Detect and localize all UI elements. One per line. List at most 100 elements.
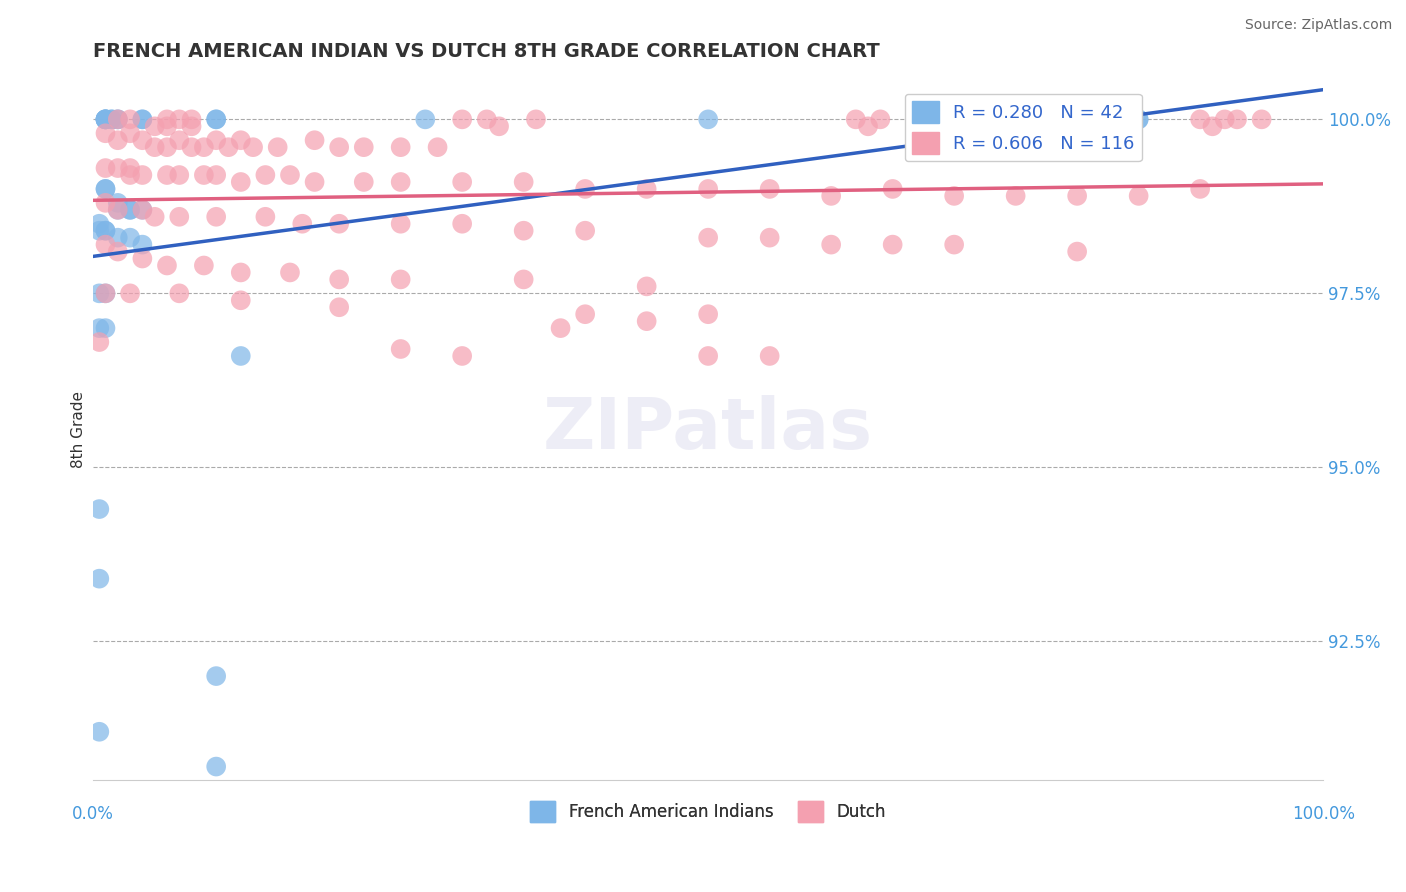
Point xyxy=(94,112,117,127)
Point xyxy=(205,168,228,182)
Point xyxy=(180,140,202,154)
Point xyxy=(107,112,129,127)
Point xyxy=(229,175,252,189)
Point xyxy=(304,175,326,189)
Point xyxy=(1066,244,1088,259)
Point xyxy=(229,265,252,279)
Point xyxy=(100,112,122,127)
Point xyxy=(943,189,966,203)
Point xyxy=(120,202,142,217)
Point xyxy=(451,217,474,231)
Point xyxy=(131,237,153,252)
Point xyxy=(758,230,780,244)
Point xyxy=(512,224,534,238)
Point xyxy=(100,112,122,127)
Point xyxy=(1213,112,1236,127)
Point xyxy=(89,572,111,586)
Point xyxy=(1250,112,1272,127)
Point xyxy=(353,175,375,189)
Text: ZIPatlas: ZIPatlas xyxy=(543,394,873,464)
Point xyxy=(278,168,301,182)
Point xyxy=(94,112,117,127)
Point xyxy=(205,759,228,773)
Point xyxy=(353,140,375,154)
Point xyxy=(107,112,129,127)
Point xyxy=(89,724,111,739)
Point xyxy=(697,112,720,127)
Point xyxy=(845,112,868,127)
Point xyxy=(856,120,879,134)
Point xyxy=(94,224,117,238)
Point xyxy=(120,126,142,140)
Point xyxy=(193,259,215,273)
Point xyxy=(550,321,572,335)
Point xyxy=(278,265,301,279)
Point xyxy=(131,168,153,182)
Point xyxy=(94,237,117,252)
Point xyxy=(636,182,658,196)
Point xyxy=(1091,112,1114,127)
Point xyxy=(389,272,412,286)
Point xyxy=(131,112,153,127)
Point xyxy=(697,307,720,321)
Text: FRENCH AMERICAN INDIAN VS DUTCH 8TH GRADE CORRELATION CHART: FRENCH AMERICAN INDIAN VS DUTCH 8TH GRAD… xyxy=(93,42,880,61)
Point xyxy=(156,120,179,134)
Point xyxy=(107,195,129,210)
Point xyxy=(574,307,596,321)
Point xyxy=(1091,120,1114,134)
Point xyxy=(1201,120,1223,134)
Point xyxy=(328,217,350,231)
Point xyxy=(131,202,153,217)
Point xyxy=(205,210,228,224)
Point xyxy=(107,112,129,127)
Point xyxy=(266,140,288,154)
Point xyxy=(205,112,228,127)
Point xyxy=(524,112,547,127)
Point xyxy=(242,140,264,154)
Point xyxy=(229,133,252,147)
Point xyxy=(205,112,228,127)
Point xyxy=(389,175,412,189)
Point xyxy=(918,112,941,127)
Point xyxy=(304,133,326,147)
Point xyxy=(697,230,720,244)
Point xyxy=(291,217,314,231)
Point xyxy=(107,202,129,217)
Point xyxy=(94,112,117,127)
Point xyxy=(180,120,202,134)
Point xyxy=(120,202,142,217)
Point xyxy=(636,314,658,328)
Point xyxy=(218,140,240,154)
Point xyxy=(512,175,534,189)
Point xyxy=(120,286,142,301)
Point xyxy=(636,279,658,293)
Point xyxy=(882,237,904,252)
Point xyxy=(193,168,215,182)
Point xyxy=(475,112,498,127)
Point xyxy=(389,342,412,356)
Point xyxy=(254,168,277,182)
Point xyxy=(758,182,780,196)
Point xyxy=(131,133,153,147)
Point xyxy=(180,112,202,127)
Point xyxy=(131,112,153,127)
Point xyxy=(205,669,228,683)
Point xyxy=(94,286,117,301)
Point xyxy=(328,272,350,286)
Point xyxy=(389,217,412,231)
Point xyxy=(943,112,966,127)
Point xyxy=(120,168,142,182)
Point xyxy=(120,230,142,244)
Point xyxy=(758,349,780,363)
Point xyxy=(451,349,474,363)
Point xyxy=(169,168,191,182)
Point xyxy=(120,112,142,127)
Point xyxy=(229,293,252,308)
Point xyxy=(156,259,179,273)
Point xyxy=(1189,112,1212,127)
Point xyxy=(328,300,350,314)
Point xyxy=(156,140,179,154)
Point xyxy=(451,175,474,189)
Point xyxy=(89,321,111,335)
Point xyxy=(1004,189,1026,203)
